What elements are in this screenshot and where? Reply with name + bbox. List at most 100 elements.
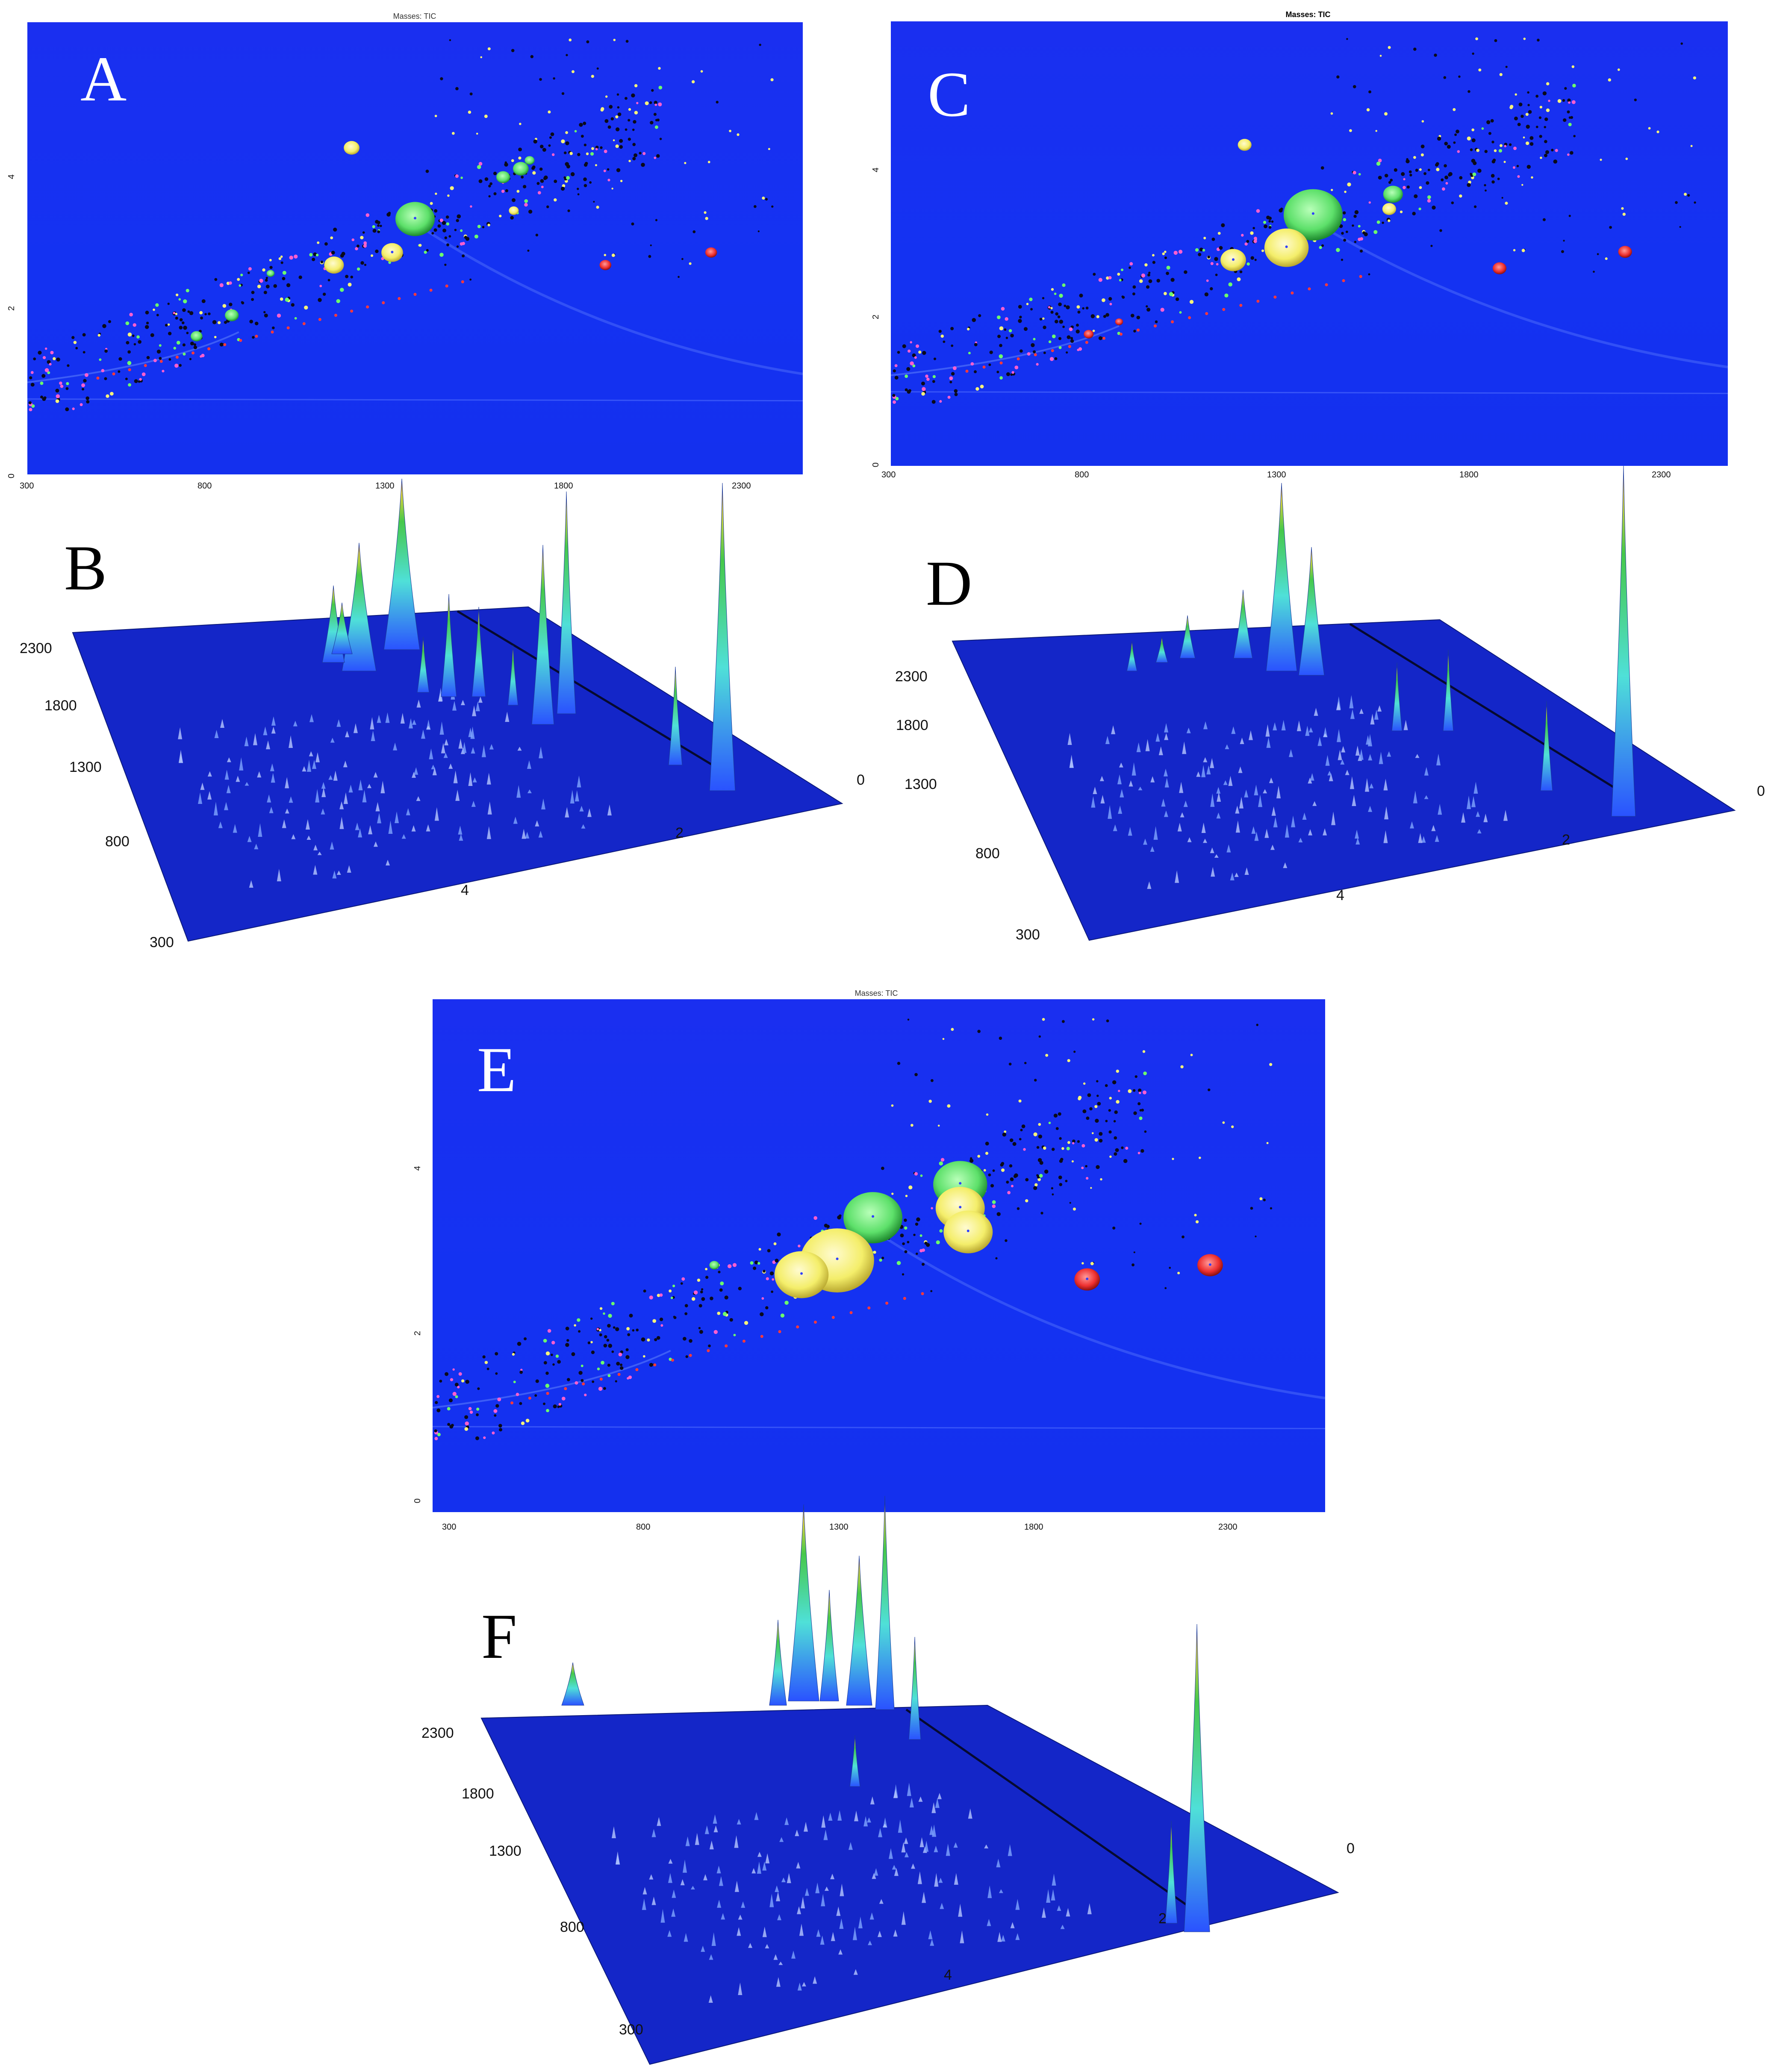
minor-peak bbox=[804, 1822, 808, 1832]
minor-peak bbox=[919, 1837, 924, 1847]
minor-peak bbox=[1336, 701, 1341, 710]
minor-spot bbox=[285, 297, 289, 302]
minor-spot bbox=[584, 1393, 587, 1396]
minor-spot bbox=[1169, 292, 1173, 296]
minor-spot bbox=[282, 271, 286, 275]
minor-spot bbox=[970, 362, 974, 366]
minor-spot bbox=[1123, 1159, 1128, 1163]
minor-spot bbox=[455, 87, 459, 91]
minor-spot bbox=[592, 1380, 595, 1383]
minor-spot bbox=[625, 40, 629, 43]
minor-spot bbox=[1505, 201, 1508, 205]
minor-spot bbox=[604, 119, 609, 123]
red-row-spot bbox=[653, 1363, 657, 1367]
minor-spot bbox=[1521, 184, 1523, 186]
minor-spot bbox=[1457, 150, 1460, 153]
minor-spot bbox=[914, 1073, 918, 1077]
minor-peak bbox=[400, 712, 405, 724]
panel-c-spots bbox=[891, 37, 1728, 404]
minor-spot bbox=[617, 106, 620, 109]
minor-spot bbox=[355, 247, 358, 250]
minor-spot bbox=[1117, 273, 1120, 276]
minor-peak bbox=[1164, 723, 1169, 733]
minor-spot bbox=[38, 350, 42, 355]
minor-spot bbox=[454, 1383, 459, 1387]
red-row-spot bbox=[760, 1335, 763, 1338]
minor-peak bbox=[1235, 820, 1240, 833]
minor-spot bbox=[577, 153, 580, 156]
minor-peak bbox=[796, 1862, 801, 1869]
minor-spot bbox=[1497, 177, 1500, 180]
minor-spot bbox=[174, 363, 179, 368]
minor-spot bbox=[1069, 1202, 1071, 1204]
minor-spot bbox=[1073, 1051, 1076, 1053]
minor-spot bbox=[988, 363, 991, 366]
minor-spot bbox=[1202, 249, 1205, 252]
minor-spot bbox=[153, 308, 155, 311]
minor-spot bbox=[1004, 328, 1007, 331]
minor-peak bbox=[1136, 742, 1141, 752]
minor-spot bbox=[518, 156, 522, 160]
minor-spot bbox=[1535, 126, 1538, 128]
minor-spot bbox=[173, 347, 176, 350]
minor-spot bbox=[732, 1263, 737, 1267]
minor-spot bbox=[247, 271, 250, 274]
minor-spot bbox=[1099, 1132, 1103, 1136]
minor-spot bbox=[758, 1248, 761, 1251]
surface-peak bbox=[1443, 649, 1454, 731]
minor-spot bbox=[434, 1436, 438, 1440]
minor-spot bbox=[912, 353, 916, 357]
minor-peak bbox=[828, 1813, 833, 1821]
minor-spot bbox=[921, 1263, 925, 1266]
minor-spot bbox=[1009, 1164, 1013, 1168]
minor-spot bbox=[593, 200, 595, 203]
minor-spot bbox=[237, 278, 240, 281]
minor-spot bbox=[532, 165, 536, 169]
minor-spot bbox=[943, 340, 946, 343]
minor-spot bbox=[1114, 1110, 1118, 1114]
minor-spot bbox=[530, 55, 534, 59]
minor-spot bbox=[891, 1192, 894, 1195]
minor-spot bbox=[1140, 1149, 1144, 1153]
minor-spot bbox=[1406, 158, 1409, 161]
minor-spot bbox=[771, 1290, 774, 1293]
minor-spot bbox=[1042, 317, 1045, 320]
minor-spot bbox=[698, 1327, 701, 1330]
minor-spot bbox=[1180, 1065, 1184, 1068]
minor-peak bbox=[680, 1879, 685, 1886]
minor-spot bbox=[327, 279, 330, 282]
minor-peak bbox=[362, 790, 367, 803]
minor-spot bbox=[1018, 305, 1022, 309]
minor-peak bbox=[458, 739, 463, 749]
minor-peak bbox=[489, 744, 494, 750]
minor-spot bbox=[604, 253, 607, 256]
panel-d-xtick: 1800 bbox=[896, 717, 928, 733]
minor-spot bbox=[684, 162, 687, 164]
minor-spot bbox=[1195, 248, 1199, 252]
minor-spot bbox=[881, 1166, 884, 1170]
minor-spot bbox=[182, 308, 186, 312]
minor-peak bbox=[587, 808, 592, 817]
minor-peak bbox=[1436, 753, 1441, 765]
minor-spot bbox=[1444, 176, 1448, 180]
minor-spot bbox=[435, 1401, 438, 1404]
minor-spot bbox=[178, 298, 181, 301]
panel-a-ytick: 2 bbox=[7, 306, 17, 311]
minor-spot bbox=[1096, 1095, 1099, 1097]
panel-d-letter: D bbox=[926, 548, 972, 619]
minor-spot bbox=[744, 1321, 748, 1325]
minor-peak bbox=[848, 1842, 853, 1850]
minor-peak bbox=[1015, 1933, 1020, 1940]
minor-spot bbox=[566, 54, 568, 56]
minor-spot bbox=[565, 141, 569, 145]
minor-spot bbox=[1081, 1262, 1084, 1265]
minor-spot bbox=[102, 324, 106, 328]
minor-spot bbox=[460, 229, 463, 232]
minor-spot bbox=[1066, 351, 1068, 354]
red-row-spot bbox=[965, 370, 969, 373]
panel-e: Masses: TIC E 0 2 4 300 800 1300 1800 23… bbox=[402, 979, 1351, 1543]
minor-spot bbox=[922, 387, 926, 391]
panel-e-ytick: 0 bbox=[413, 1498, 423, 1504]
minor-spot bbox=[1036, 363, 1039, 366]
minor-spot bbox=[179, 318, 183, 322]
